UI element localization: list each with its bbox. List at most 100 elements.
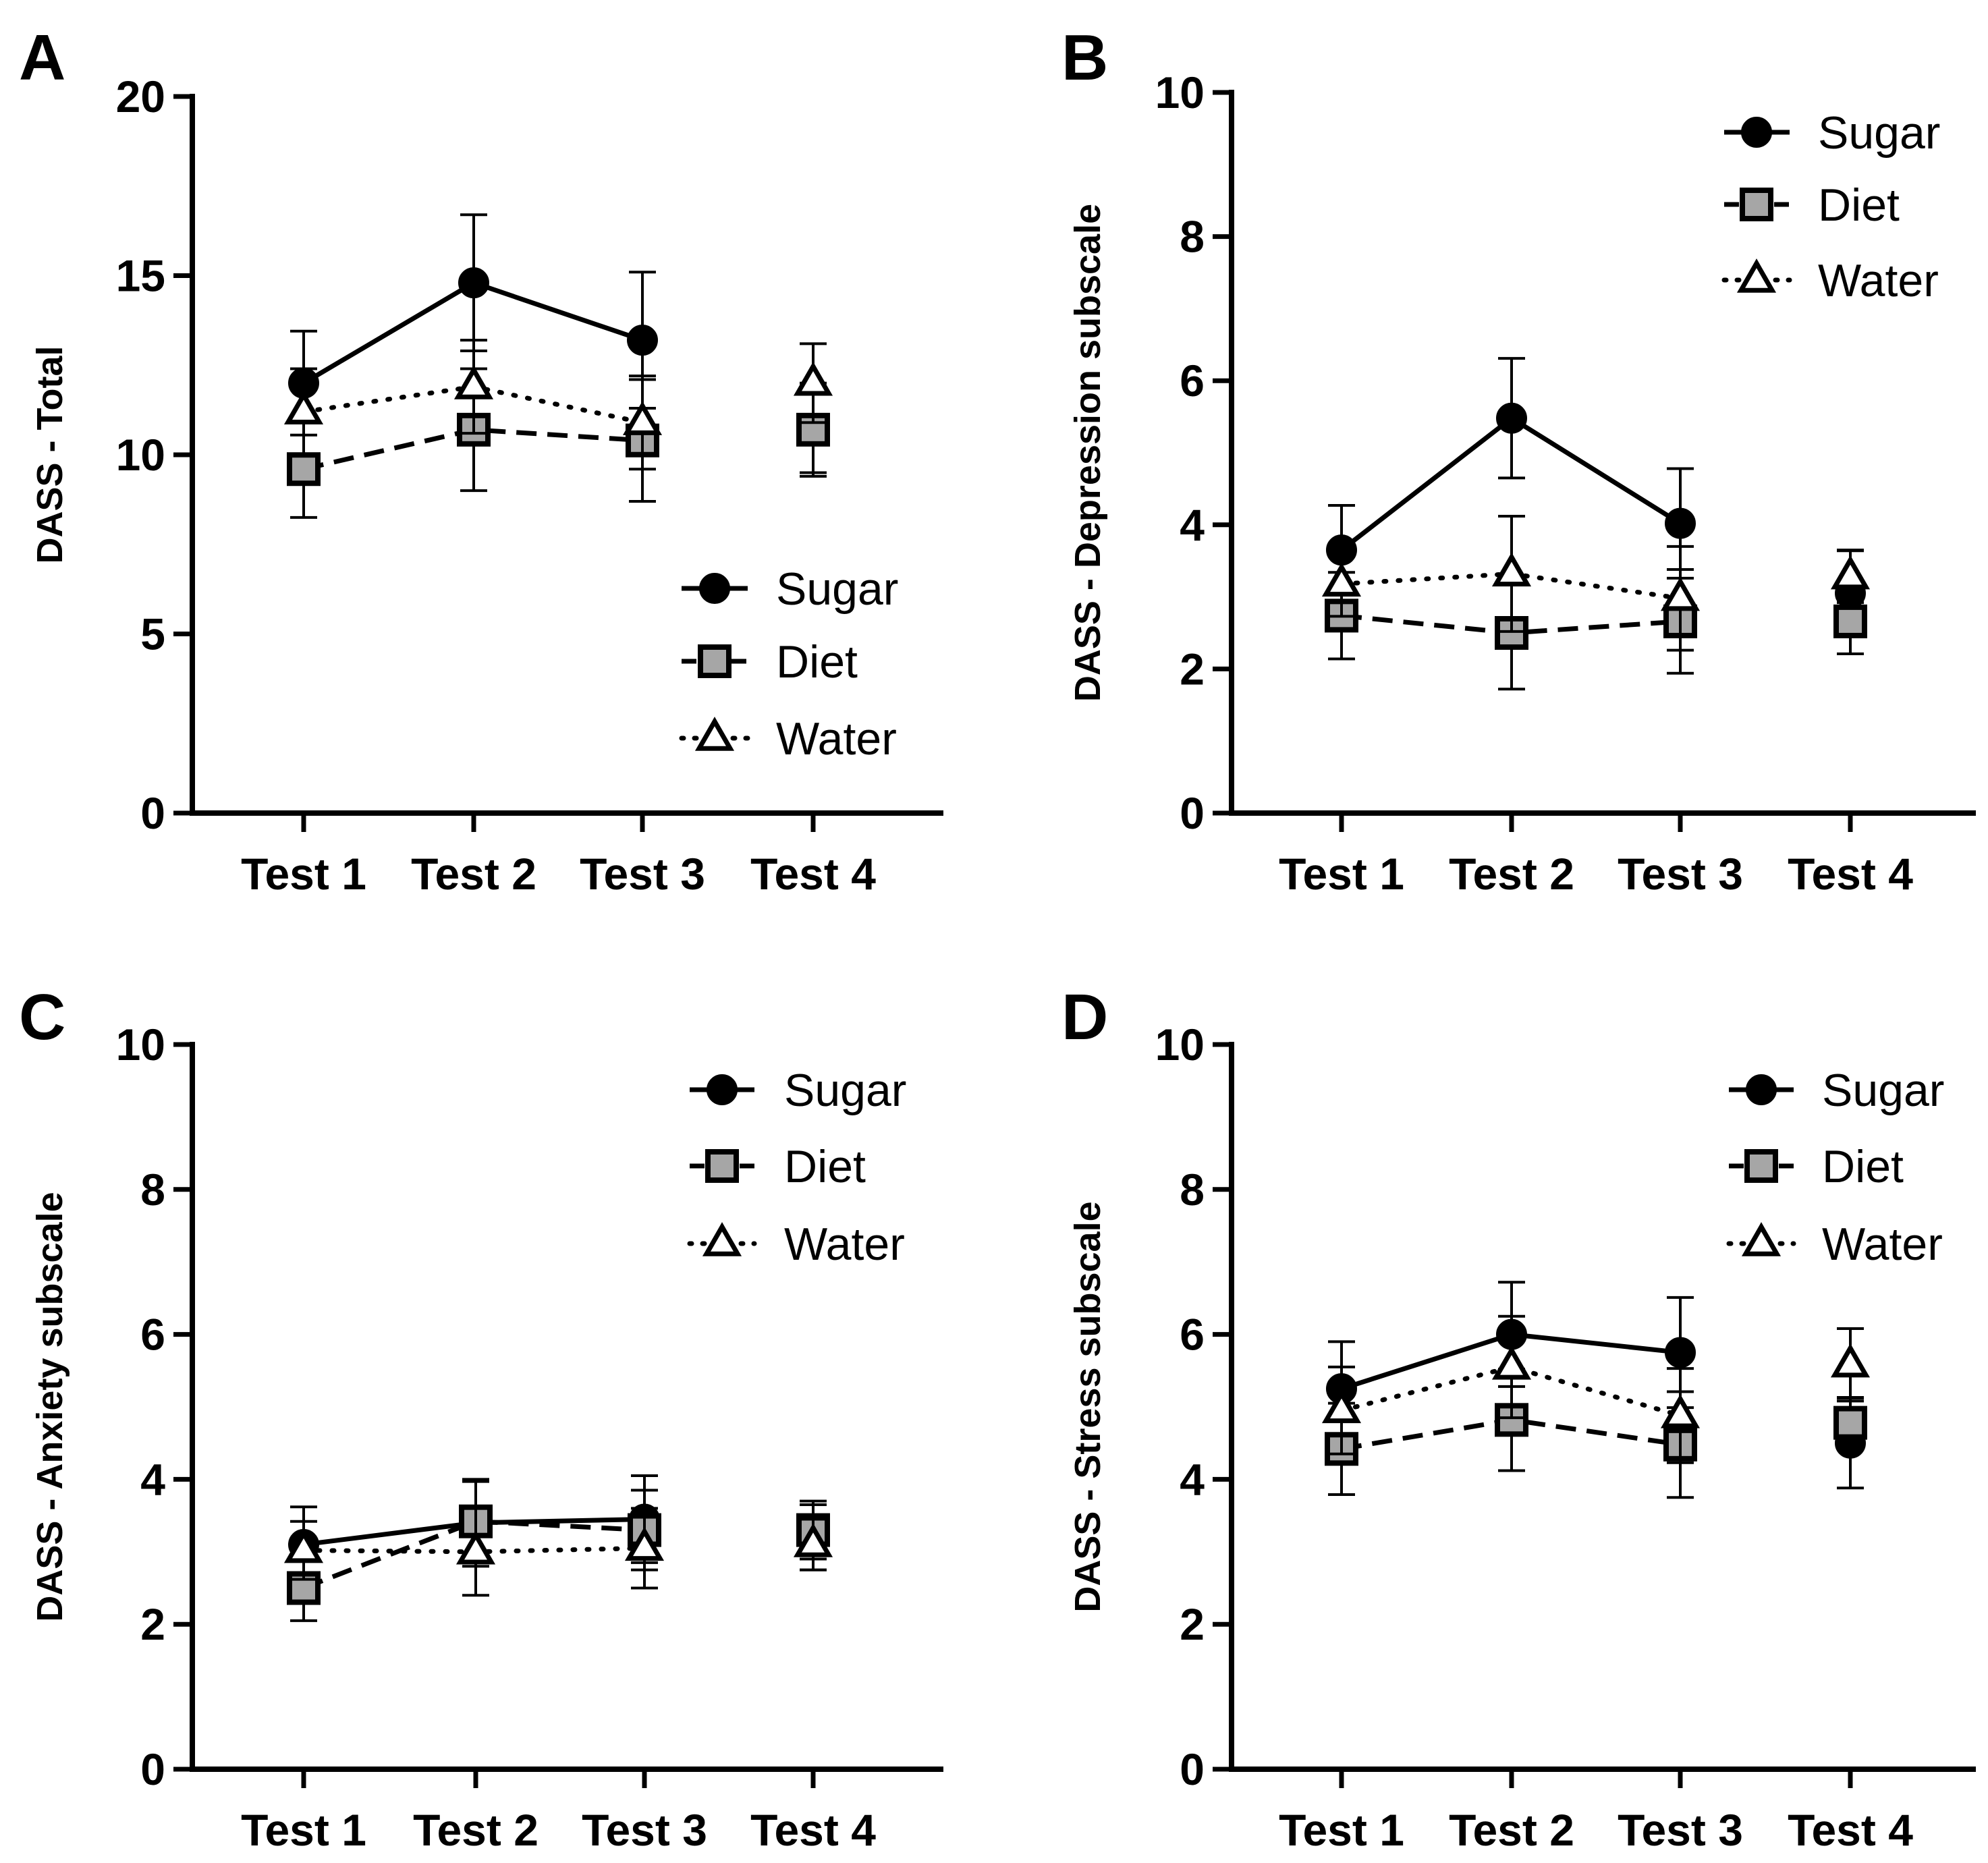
- panel-c-series-water-point: [455, 1530, 496, 1565]
- panel-d-y-tick-label: 4: [1180, 1454, 1205, 1504]
- panel-a-legend-diet-marker: [698, 644, 731, 678]
- panel-a-x-tick-label: Test 4: [750, 849, 876, 899]
- panel-c-y-tick-label: 10: [116, 1020, 165, 1069]
- panel-c: C 0 2 4 6 8 10 Test 1 Test 2 Test 3 Test 4 DASS - A…: [19, 981, 943, 1855]
- panel-c-legend-water-label: Water: [784, 1219, 905, 1270]
- panel-c-legend-diet-marker: [705, 1149, 739, 1183]
- panel-a: A 0 5 10 15 20 Test 1 Test 2 Test 3 Test 4 DASS - …: [19, 22, 943, 899]
- panel-b-series-water-point: [1491, 552, 1532, 587]
- panel-a-legend-diet-label: Diet: [776, 636, 858, 688]
- panel-b-x-tick-label: Test 3: [1618, 849, 1743, 899]
- panel-a-series-diet: [287, 367, 830, 519]
- panel-a-legend-water-marker: [694, 717, 735, 751]
- panel-b-y-tick-label: 2: [1180, 644, 1205, 694]
- panel-c-series-water-point: [283, 1528, 324, 1563]
- panel-c-series-water-point: [624, 1526, 665, 1561]
- panel-b-legend: Sugar Diet Water: [1721, 107, 1940, 306]
- panel-d-legend-diet-marker: [1744, 1149, 1778, 1183]
- panel-b-x-tick-label: Test 2: [1449, 849, 1574, 899]
- panel-a-series-water-point: [283, 390, 324, 424]
- panel-d-y-tick-label: 2: [1180, 1599, 1205, 1649]
- panel-d-series-water-line: [1339, 1364, 1683, 1418]
- panel-c-x-tick-label: Test 2: [413, 1805, 539, 1855]
- panel-a-legend-water-label: Water: [776, 713, 897, 764]
- panel-d-legend-sugar-label: Sugar: [1822, 1065, 1944, 1116]
- panel-d-y-tick-label: 10: [1155, 1020, 1205, 1069]
- panel-c-series-diet-line: [302, 1519, 645, 1590]
- panel-b: B 0 2 4 6 8 10 Test 1 Test 2 Test 3 Test 4 DASS - D…: [1061, 22, 1976, 899]
- panel-a-y-tick-label: 0: [140, 788, 165, 838]
- panel-b-series-water: [1321, 514, 1871, 652]
- panel-c-x-tick-label: Test 4: [750, 1805, 876, 1855]
- panel-a-series-water-point: [453, 365, 494, 399]
- panel-c-y-tick-label: 0: [140, 1744, 165, 1794]
- panel-d-series-water: [1321, 1314, 1871, 1464]
- panel-b-y-axis-title: DASS - Depression subscale: [1068, 204, 1108, 702]
- panel-a-y-tick-label: 20: [116, 72, 165, 121]
- panel-b-series-diet-point: [1833, 604, 1867, 638]
- panel-b-legend-sugar-label: Sugar: [1818, 107, 1940, 159]
- panel-d-series-sugar-point: [1665, 1337, 1696, 1368]
- panel-c-series-sugar: [288, 1474, 829, 1584]
- panel-d-series-sugar: [1326, 1281, 1866, 1490]
- panel-b-legend-water-marker: [1736, 258, 1777, 293]
- panel-d-x-tick-label: Test 4: [1788, 1805, 1913, 1855]
- panel-c-legend-sugar-label: Sugar: [784, 1065, 906, 1116]
- panel-c-y-tick-label: 8: [140, 1165, 165, 1215]
- panel-a-legend: Sugar Diet Water: [679, 563, 898, 764]
- panel-b-y-tick-label: 8: [1180, 212, 1205, 262]
- panel-c-legend: Sugar Diet Water: [687, 1065, 906, 1270]
- panel-c-legend-water-marker: [702, 1222, 742, 1256]
- panel-b-y-tick-label: 0: [1180, 788, 1205, 838]
- panel-d-legend: Sugar Diet Water: [1726, 1065, 1944, 1270]
- panel-a-series-sugar-point: [627, 325, 658, 356]
- panel-b-series-water-point: [1321, 562, 1362, 597]
- panel-c-legend-diet-label: Diet: [784, 1141, 866, 1192]
- panel-c-y-tick-label: 4: [140, 1454, 165, 1504]
- panel-d-y-tick-label: 8: [1180, 1165, 1205, 1215]
- panel-a-legend-sugar-marker: [699, 573, 730, 604]
- panel-b-legend-diet-marker: [1740, 188, 1773, 221]
- panel-d-legend-diet-label: Diet: [1822, 1141, 1904, 1192]
- panel-c-y-axis-title: DASS - Anxiety subscale: [30, 1192, 70, 1621]
- panel-b-series-sugar: [1326, 357, 1866, 638]
- panel-b-x-tick-label: Test 1: [1279, 849, 1404, 899]
- panel-d-legend-water-marker: [1741, 1222, 1782, 1256]
- panel-c-series-water: [283, 1507, 833, 1597]
- panel-d-series-water-point: [1660, 1394, 1701, 1428]
- panel-a-series-water-point: [622, 401, 663, 435]
- panel-b-series-water-point: [1660, 576, 1701, 611]
- panel-c-legend-sugar-marker: [707, 1074, 738, 1105]
- panel-d-y-tick-label: 6: [1180, 1310, 1205, 1360]
- panel-b-letter: B: [1061, 22, 1108, 94]
- panel-d-legend-sugar-marker: [1746, 1074, 1777, 1105]
- panel-b-legend-diet-label: Diet: [1818, 179, 1900, 231]
- panel-a-letter: A: [19, 22, 65, 94]
- panel-a-y-tick-label: 10: [116, 430, 165, 480]
- panel-d-letter: D: [1061, 981, 1108, 1053]
- panel-d-y-axis-title: DASS - Stress subscale: [1068, 1201, 1108, 1612]
- panel-c-y-tick-label: 2: [140, 1599, 165, 1649]
- panel-a-x-tick-label: Test 2: [411, 849, 536, 899]
- panel-b-series-water-point: [1830, 555, 1871, 590]
- panel-d-series-water-point: [1491, 1345, 1532, 1380]
- panel-d-y-tick-label: 0: [1180, 1744, 1205, 1794]
- panel-b-legend-sugar-marker: [1741, 117, 1772, 148]
- panel-d-series-diet-point: [1833, 1406, 1867, 1440]
- panel-a-y-tick-label: 5: [140, 609, 165, 659]
- panel-a-y-tick-label: 15: [116, 251, 165, 301]
- panel-d-series-diet: [1325, 1368, 1867, 1499]
- panel-d-x-tick-label: Test 1: [1279, 1805, 1404, 1855]
- panel-a-x-tick-label: Test 3: [580, 849, 705, 899]
- panel-a-y-axis-title: DASS - Total: [30, 346, 70, 564]
- panel-c-x-tick-label: Test 3: [582, 1805, 707, 1855]
- panel-c-series-water-point: [793, 1523, 833, 1557]
- panel-b-series-sugar-point: [1665, 507, 1696, 539]
- panel-b-series-sugar-point: [1496, 402, 1527, 434]
- panel-b-y-tick-label: 10: [1155, 67, 1205, 117]
- panel-b-y-tick-label: 6: [1180, 356, 1205, 406]
- panel-d-series-water-point: [1830, 1343, 1871, 1378]
- panel-b-x-tick-label: Test 4: [1788, 849, 1913, 899]
- panel-a-series-water-point: [793, 361, 833, 396]
